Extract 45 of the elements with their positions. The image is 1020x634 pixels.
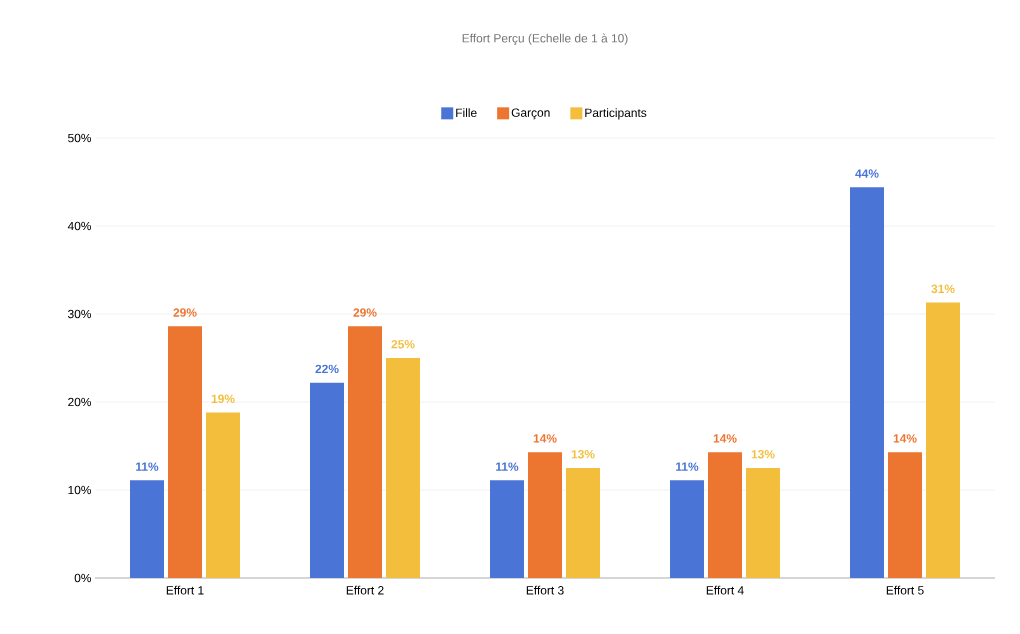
- legend-label: Participants: [585, 108, 647, 120]
- bar: [850, 187, 885, 578]
- y-tick-label: 20%: [68, 397, 92, 407]
- bar: [888, 452, 923, 578]
- data-label: 11%: [676, 462, 699, 471]
- x-tick-label: Effort 4: [706, 585, 744, 595]
- x-tick-label: Effort 2: [346, 585, 384, 595]
- bar: [490, 480, 525, 578]
- data-label: 25%: [391, 340, 415, 349]
- bar: [206, 412, 240, 578]
- data-label: 14%: [533, 434, 557, 443]
- data-label: 11%: [136, 462, 159, 471]
- x-tick-label: Effort 5: [886, 585, 924, 595]
- data-label: 13%: [751, 450, 775, 459]
- data-label: 29%: [173, 308, 197, 317]
- legend-label: Garçon: [511, 108, 550, 120]
- y-tick-label: 0%: [74, 573, 92, 583]
- data-label: 44%: [855, 169, 879, 178]
- data-label: 14%: [713, 434, 737, 443]
- y-tick-label: 50%: [68, 133, 92, 143]
- bar: [670, 480, 705, 578]
- bar: [566, 468, 601, 578]
- bar: [746, 468, 781, 578]
- chart-title: Effort Perçu (Echelle de 1 à 10): [462, 33, 628, 45]
- bar: [168, 326, 202, 578]
- y-tick-label: 30%: [68, 309, 92, 319]
- data-label: 19%: [211, 394, 235, 404]
- y-tick-label: 40%: [67, 221, 92, 231]
- legend-label: Fille: [456, 108, 477, 118]
- bar: [926, 302, 961, 578]
- data-label: 14%: [893, 434, 917, 443]
- x-tick-label: Effort 1: [166, 585, 204, 595]
- bar: [386, 358, 420, 578]
- x-tick-label: Effort 3: [526, 585, 564, 595]
- data-label: 11%: [496, 462, 519, 471]
- data-label: 29%: [353, 308, 377, 317]
- bar: [310, 382, 344, 578]
- data-label: 13%: [571, 450, 595, 459]
- bar: [348, 326, 382, 578]
- data-label: 22%: [315, 364, 339, 374]
- bar: [708, 452, 743, 578]
- bar: [528, 452, 563, 578]
- data-label: 31%: [931, 284, 955, 294]
- y-tick-label: 10%: [68, 485, 92, 495]
- bar: [130, 480, 164, 578]
